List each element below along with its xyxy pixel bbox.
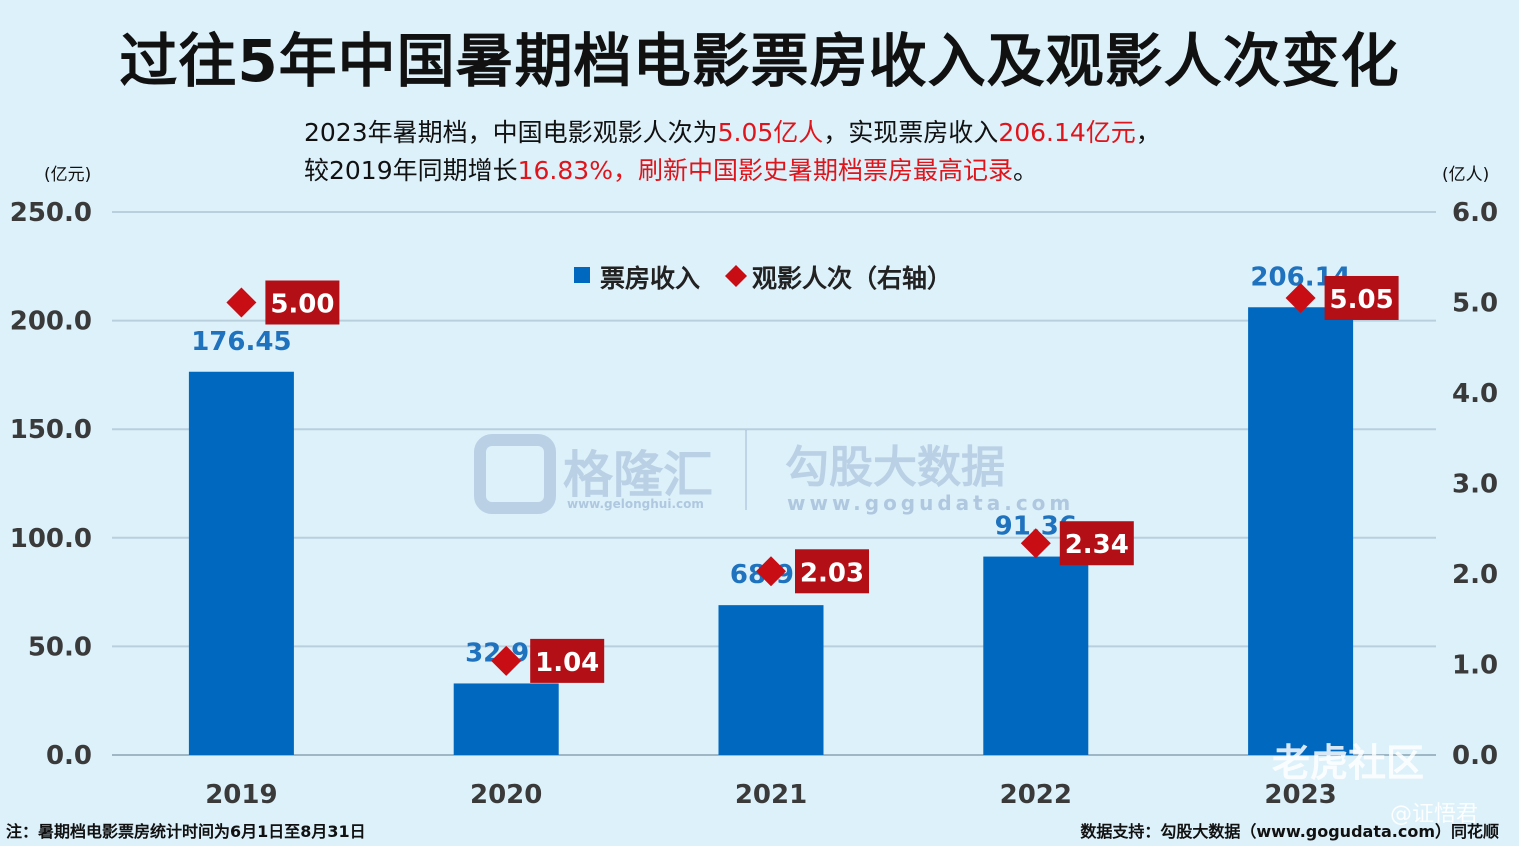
tiger-community-watermark: 老虎社区 <box>1272 741 1425 785</box>
marker-2022 <box>1020 528 1051 559</box>
marker-label-box-2020 <box>530 638 605 683</box>
legend-marker-label: 观影人次（右轴） <box>752 264 952 293</box>
left-tick-label: 100.0 <box>10 524 92 554</box>
left-axis-unit: (亿元) <box>44 165 92 185</box>
watermarks: 格隆汇 www.gelonghui.com 勾股大数据 www.gogudata… <box>474 430 1074 515</box>
right-tick-label: 1.0 <box>1452 651 1498 681</box>
right-tick-label: 6.0 <box>1452 198 1498 228</box>
gelonghui-watermark: 格隆汇 <box>563 446 713 504</box>
chart-title: 过往5年中国暑期档电影票房收入及观影人次变化 <box>119 27 1400 95</box>
right-tick-label: 4.0 <box>1452 379 1498 409</box>
marker-2023 <box>1285 282 1316 313</box>
left-tick-label: 0.0 <box>46 741 92 771</box>
subtitle-line-2: 较2019年同期增长16.83%，刷新中国影史暑期档票房最高记录。 <box>304 152 1304 190</box>
left-tick-label: 50.0 <box>28 632 92 662</box>
user-watermark: @证悟君 <box>1390 802 1479 827</box>
subtitle-line-2-segment-1: 16.83%，刷新中国影史暑期档票房最高记录 <box>517 156 1013 185</box>
right-tick-label: 5.0 <box>1452 289 1498 319</box>
bar-2023 <box>1248 307 1354 755</box>
x-tick-label-2020: 2020 <box>470 780 542 810</box>
x-tick-label-2023: 2023 <box>1264 780 1336 810</box>
footnote-right: 数据支持：勾股大数据（www.gogudata.com）同花顺 <box>1080 822 1499 841</box>
left-axis-ticks: 0.0 50.0 100.0 150.0 200.0 250.0 <box>10 198 92 771</box>
bars <box>188 307 1354 755</box>
right-tick-label: 3.0 <box>1452 470 1498 500</box>
x-tick-label-2021: 2021 <box>735 780 807 810</box>
x-tick-label-2022: 2022 <box>1000 780 1072 810</box>
legend: 票房收入 观影人次（右轴） <box>574 264 952 293</box>
bar-2019 <box>188 371 294 755</box>
gelonghui-logo <box>474 434 556 514</box>
bar-value-label-2019: 176.45 <box>191 327 291 357</box>
footnote-left: 注：暑期档电影票房统计时间为6月1日至8月31日 <box>6 822 366 841</box>
subtitle-line-2-segment-2: 。 <box>1012 156 1038 185</box>
marker-value-label-2022: 2.34 <box>1065 530 1129 560</box>
watermark-divider <box>745 430 747 510</box>
bar-2022 <box>983 556 1089 755</box>
legend-bar-label: 票房收入 <box>600 264 700 293</box>
left-tick-label: 250.0 <box>10 198 92 228</box>
x-tick-label-2019: 2019 <box>205 780 277 810</box>
subtitle-line-1-segment-1: 5.05亿人 <box>717 118 824 147</box>
right-axis-ticks: 0.0 1.0 2.0 3.0 4.0 5.0 6.0 <box>1452 198 1498 771</box>
right-axis-unit: (亿人) <box>1442 165 1490 185</box>
legend-bar-swatch <box>574 267 590 283</box>
marker-label-box-2019 <box>265 280 340 325</box>
right-tick-label: 0.0 <box>1452 741 1498 771</box>
gogu-url-watermark: www.gogudata.com <box>787 491 1074 515</box>
marker-value-label-2020: 1.04 <box>535 648 599 678</box>
marker-label-box-2021 <box>795 549 869 594</box>
left-tick-label: 200.0 <box>10 307 92 337</box>
legend-diamond-swatch <box>725 265 747 287</box>
subtitle-line-1-segment-0: 2023年暑期档，中国电影观影人次为 <box>304 118 718 147</box>
gelonghui-url-watermark: www.gelonghui.com <box>567 497 704 511</box>
subtitle-line-1-segment-2: ，实现票房收入 <box>823 118 999 147</box>
marker-label-box-2022 <box>1059 521 1134 566</box>
marker-2020 <box>491 645 522 676</box>
left-tick-label: 150.0 <box>10 415 92 445</box>
subtitle-line-1-segment-3: 206.14亿元 <box>998 118 1136 147</box>
subtitle-line-1-segment-4: ， <box>1135 118 1161 147</box>
x-axis-ticks: 2019 2020 2021 2022 2023 <box>205 780 1337 810</box>
marker-value-label-2021: 2.03 <box>800 558 864 588</box>
marker-value-label-2019: 5.00 <box>270 290 334 320</box>
subtitle-line-2-segment-0: 较2019年同期增长 <box>304 156 518 185</box>
marker-2021 <box>756 556 786 587</box>
marker-label-box-2023 <box>1324 275 1399 320</box>
markers: 5.00 1.04 2.03 2.34 5.05 <box>226 275 1399 683</box>
marker-2019 <box>226 287 257 318</box>
right-tick-label: 2.0 <box>1452 560 1498 590</box>
bar-2020 <box>453 683 559 755</box>
subtitle-line-1: 2023年暑期档，中国电影观影人次为5.05亿人，实现票房收入206.14亿元， <box>304 114 1304 152</box>
marker-value-label-2023: 5.05 <box>1330 285 1394 315</box>
gogu-watermark: 勾股大数据 <box>785 442 1005 493</box>
bar-2021 <box>718 605 824 755</box>
